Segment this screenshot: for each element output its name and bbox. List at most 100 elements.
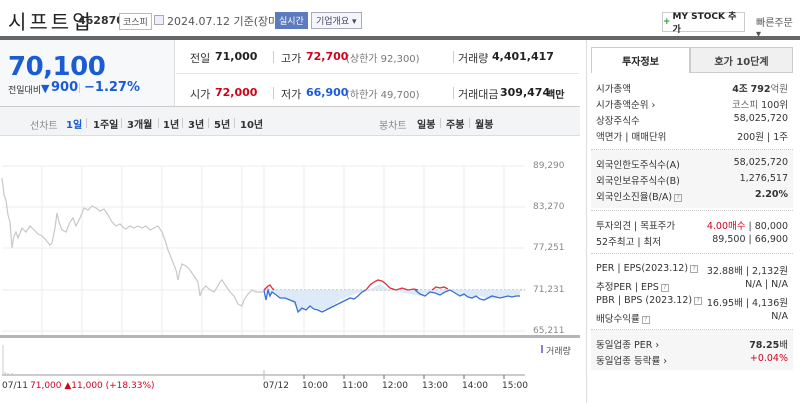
- quote-bottom-divider: [0, 106, 580, 107]
- period-10y[interactable]: 10년: [240, 120, 264, 131]
- period-3y[interactable]: 3년: [188, 120, 205, 131]
- candle-weekly[interactable]: 주봉: [446, 120, 465, 131]
- per-row: PER | EPS(2023.12)? 32.88배 | 2,132원: [596, 263, 788, 277]
- sector-per-label[interactable]: 동일업종 PER ›: [596, 340, 660, 351]
- x-tick: 15:00: [502, 381, 528, 391]
- sector-section: [591, 330, 793, 370]
- change-value: 900: [51, 80, 79, 95]
- rank-value: 100위: [761, 100, 788, 111]
- rank-market: 코스피: [731, 100, 759, 111]
- candle-chart-label: 봉차트: [379, 121, 407, 132]
- foreign-section: [591, 150, 793, 208]
- amount-unit: 백만: [546, 90, 565, 101]
- high-value: 72,700: [306, 50, 349, 63]
- header-divider: [0, 36, 800, 40]
- shares-row: 상장주식수 58,025,720: [596, 113, 788, 127]
- shares-value: 58,025,720: [733, 113, 788, 124]
- help-icon[interactable]: ?: [694, 296, 703, 305]
- foreign-limit-row: 외국인한도주식수(A) 58,025,720: [596, 157, 788, 171]
- price-chart[interactable]: [0, 137, 580, 403]
- change-label: 전일대비: [8, 86, 42, 96]
- chart-toolbar: [0, 107, 580, 136]
- market-cap-unit: 억원: [770, 84, 788, 95]
- foreign-hold-label: 외국인보유주식수(B): [596, 176, 680, 187]
- high52-value: 89,500 | 66,900: [712, 234, 788, 245]
- candle-monthly[interactable]: 월봉: [475, 120, 494, 131]
- shares-label: 상장주식수: [596, 116, 640, 127]
- date-text: 2024.07.12 기준(장마감): [167, 15, 293, 28]
- low-label: 저가: [281, 88, 302, 101]
- market-cap-label: 시가총액: [596, 84, 631, 95]
- divider: [469, 118, 470, 128]
- divider: [591, 253, 793, 254]
- plus-icon: +: [663, 17, 671, 27]
- foreign-ratio-label: 외국인소진율(B/A): [596, 192, 673, 203]
- x-tick: 10:00: [302, 381, 328, 391]
- volume-legend: 거래량: [546, 347, 571, 357]
- x-tick: 11:00: [342, 381, 368, 391]
- candle-daily[interactable]: 일봉: [417, 120, 436, 131]
- period-1w[interactable]: 1주일: [93, 120, 119, 131]
- sector-change-row: 동일업종 등락률 › +0.04%: [596, 353, 788, 367]
- volume-value: 4,401,417: [492, 50, 554, 63]
- line-chart-label: 선차트: [30, 121, 58, 132]
- dividend-row: 배당수익률? N/A: [596, 311, 788, 325]
- quote-row-divider: [176, 73, 579, 74]
- market-cap-row: 시가총액 4조 792억원: [596, 81, 788, 95]
- pbr-label: PBR | BPS (2023.12): [596, 295, 693, 306]
- rank-label[interactable]: 시가총액순위 ›: [596, 100, 656, 111]
- mystock-label: MY STOCK 추가: [672, 12, 737, 35]
- company-overview-button[interactable]: 기업개요 ▾: [311, 12, 362, 29]
- period-1d[interactable]: 1일: [66, 120, 83, 131]
- y-tick: 71,231: [533, 285, 565, 295]
- date-left: 07/11: [2, 381, 28, 391]
- y-tick: 65,211: [533, 326, 565, 336]
- per-value: 32.88배 | 2,132원: [706, 266, 788, 277]
- upper-limit: (상한가 92,300): [346, 54, 420, 65]
- foreign-hold-row: 외국인보유주식수(B) 1,276,517: [596, 173, 788, 187]
- header: 시프트업 462870 코스피 2024.07.12 기준(장마감) 실시간 기…: [0, 0, 800, 40]
- low-value: 66,900: [306, 86, 349, 99]
- help-icon[interactable]: ?: [690, 264, 699, 273]
- par-label: 액면가 | 매매단위: [596, 132, 667, 143]
- realtime-button[interactable]: 실시간: [275, 12, 308, 29]
- stock-code: 462870: [78, 14, 124, 27]
- y-tick: 77,251: [533, 243, 565, 253]
- period-5y[interactable]: 5년: [214, 120, 231, 131]
- divider: [273, 51, 274, 63]
- dividend-value: N/A: [771, 311, 788, 322]
- sector-per-value: 78.25: [749, 340, 780, 351]
- open-label: 시가: [190, 88, 211, 101]
- sector-change-label[interactable]: 동일업종 등락률 ›: [596, 356, 668, 367]
- tab-investment-info[interactable]: 투자정보: [591, 47, 690, 73]
- help-icon[interactable]: ?: [641, 315, 650, 324]
- divider: [121, 118, 122, 128]
- rank-row: 시가총액순위 › 코스피 100위: [596, 97, 788, 111]
- pbr-row: PBR | BPS (2023.12)? 16.95배 | 4,136원: [596, 295, 788, 309]
- sector-per-unit: 배: [779, 340, 788, 351]
- divider: [79, 83, 80, 93]
- investment-info-panel: 시가총액 4조 792억원 시가총액순위 › 코스피 100위 상장주식수 58…: [591, 73, 793, 373]
- divider: [182, 118, 183, 128]
- chart-svg: [0, 165, 580, 380]
- tab-order-book[interactable]: 호가 10단계: [690, 47, 793, 73]
- divider: [453, 51, 454, 63]
- period-3m[interactable]: 3개월: [127, 120, 153, 131]
- sector-per-row: 동일업종 PER › 78.25배: [596, 337, 788, 351]
- target-price: 80,000: [754, 221, 788, 232]
- quick-order-button[interactable]: 빠른주문 ▾: [756, 18, 793, 40]
- help-icon[interactable]: ?: [660, 283, 669, 292]
- help-icon[interactable]: ?: [674, 193, 683, 202]
- divider: [591, 149, 793, 150]
- divider: [234, 118, 235, 128]
- down-triangle-icon: ▼: [41, 82, 50, 95]
- prev-day-info: 71,000 ▲11,000 (+18.33%): [30, 381, 155, 391]
- per-label: PER | EPS(2023.12): [596, 263, 689, 274]
- foreign-limit-label: 외국인한도주식수(A): [596, 160, 680, 171]
- add-mystock-button[interactable]: + MY STOCK 추가: [662, 12, 745, 35]
- est-per-label: 추정PER | EPS: [596, 282, 659, 293]
- x-tick: 12:00: [382, 381, 408, 391]
- date-mid: 07/12: [263, 381, 289, 391]
- divider: [591, 329, 793, 330]
- period-1y[interactable]: 1년: [163, 120, 180, 131]
